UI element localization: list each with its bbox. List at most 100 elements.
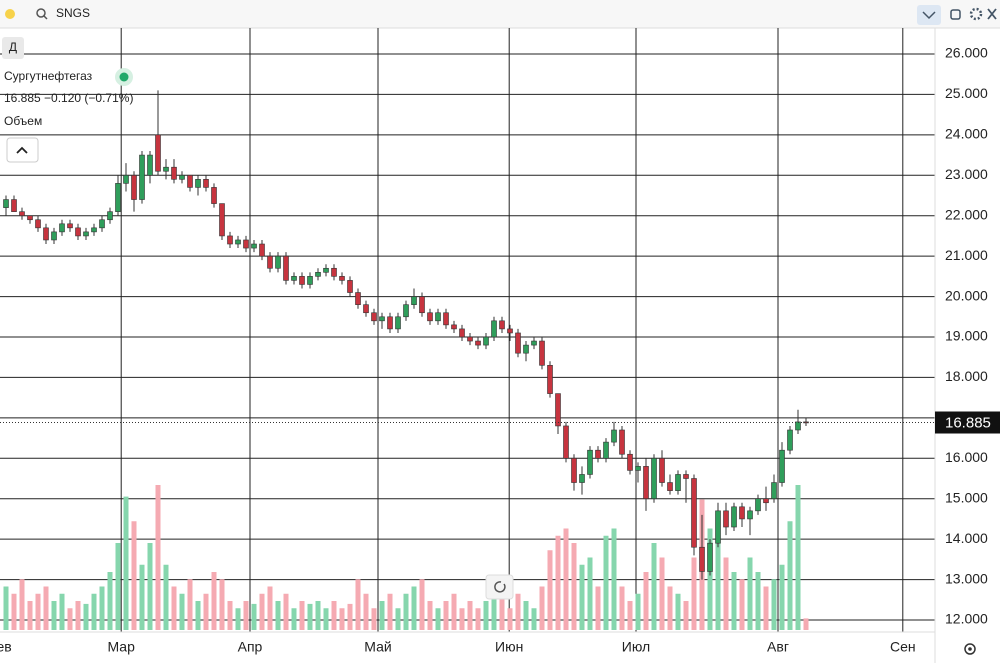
volume-bar xyxy=(547,550,553,630)
volume-bar xyxy=(267,586,273,630)
volume-bar xyxy=(443,601,449,630)
candle-body xyxy=(779,449,785,483)
candle-body xyxy=(699,546,705,572)
volume-bar xyxy=(675,593,681,630)
volume-bar xyxy=(403,593,409,630)
volume-bar xyxy=(579,564,585,630)
candle-body xyxy=(379,316,385,322)
volume-bar xyxy=(483,601,489,630)
volume-bar xyxy=(707,528,713,630)
candle-body xyxy=(803,421,809,424)
candle-body xyxy=(787,429,793,451)
volume-bar xyxy=(107,572,113,630)
settings-button[interactable] xyxy=(969,7,983,21)
y-tick-label: 18.000 xyxy=(945,368,988,384)
volume-bar xyxy=(131,521,137,630)
volume-bar xyxy=(643,572,649,630)
volume-bar xyxy=(283,593,289,630)
window-button[interactable] xyxy=(950,9,961,20)
status-dot xyxy=(119,72,129,82)
volume-bar xyxy=(795,485,801,630)
candle-body xyxy=(251,243,257,249)
candle-body xyxy=(763,498,769,504)
candle-body xyxy=(267,255,273,269)
x-tick-label: Мар xyxy=(107,639,135,655)
volume-bar xyxy=(227,601,233,630)
candle-body xyxy=(307,276,313,285)
y-tick-label: 22.000 xyxy=(945,206,988,222)
settings-icon[interactable] xyxy=(964,643,976,655)
candle-body xyxy=(211,187,217,204)
volume-bar xyxy=(387,593,393,630)
top-bar xyxy=(0,0,1000,28)
volume-bar xyxy=(363,593,369,630)
candle-body xyxy=(747,510,753,520)
candle-body xyxy=(427,312,433,322)
volume-bar xyxy=(59,593,65,630)
last-price-label: 16.885 xyxy=(945,414,991,431)
candle-body xyxy=(771,482,777,500)
candle-body xyxy=(243,239,249,249)
candle-body xyxy=(171,166,177,180)
candle-body xyxy=(507,328,513,334)
y-tick-label: 20.000 xyxy=(945,287,988,303)
volume-bar xyxy=(235,608,241,630)
search-text[interactable]: SNGS xyxy=(56,6,90,20)
volume-bar xyxy=(139,564,145,630)
candle-body xyxy=(419,296,425,314)
period-button[interactable] xyxy=(2,37,24,59)
y-tick-label: 15.000 xyxy=(945,489,988,505)
volume-bar xyxy=(115,543,121,630)
candle-body xyxy=(147,154,153,176)
dropdown-icon xyxy=(922,11,936,20)
volume-bar xyxy=(35,593,41,630)
y-tick-label: 14.000 xyxy=(945,530,988,546)
volume-bar xyxy=(259,593,265,630)
candle-body xyxy=(539,340,545,366)
volume-bar xyxy=(379,601,385,630)
reset-button[interactable] xyxy=(485,574,514,600)
volume-bar xyxy=(555,535,561,630)
candle-body xyxy=(403,304,409,318)
dropdown-button[interactable] xyxy=(917,5,941,25)
candle-body xyxy=(635,466,641,471)
volume-bar xyxy=(459,608,465,630)
candle-body xyxy=(675,474,681,491)
volume-bar xyxy=(739,579,745,630)
candle-body xyxy=(19,211,25,217)
legend-name: Сургутнефтегаз xyxy=(4,69,93,83)
reset-icon xyxy=(494,581,506,593)
y-tick-label: 21.000 xyxy=(945,247,988,263)
candle-body xyxy=(499,320,505,330)
last-price-tag xyxy=(935,411,1000,434)
candle-body xyxy=(387,316,393,330)
candle-body xyxy=(571,457,577,483)
volume-bar xyxy=(11,593,17,630)
volume-bar xyxy=(611,528,617,630)
volume-bar xyxy=(499,593,505,630)
volume-bar xyxy=(51,601,57,630)
candle-body xyxy=(331,267,337,277)
volume-bar xyxy=(323,608,329,630)
volume-bar xyxy=(731,572,737,630)
candle-body xyxy=(91,227,97,233)
candle-body xyxy=(547,364,553,394)
period-button-label: Д xyxy=(9,40,17,54)
volume-bar xyxy=(515,593,521,630)
candle-body xyxy=(683,474,689,479)
candle-body xyxy=(619,429,625,455)
candle-body xyxy=(523,344,529,354)
volume-bar xyxy=(27,601,33,630)
close-button[interactable] xyxy=(987,8,997,20)
candle-body xyxy=(11,199,17,212)
x-tick-label: Фев xyxy=(0,639,12,655)
collapse-button[interactable] xyxy=(6,137,39,163)
search-icon xyxy=(43,15,48,20)
candle-body xyxy=(595,449,601,459)
candle-body xyxy=(99,219,105,229)
volume-bar xyxy=(331,601,337,630)
candle-body xyxy=(707,542,713,572)
candle-body xyxy=(555,393,561,427)
candle-body xyxy=(107,211,113,221)
